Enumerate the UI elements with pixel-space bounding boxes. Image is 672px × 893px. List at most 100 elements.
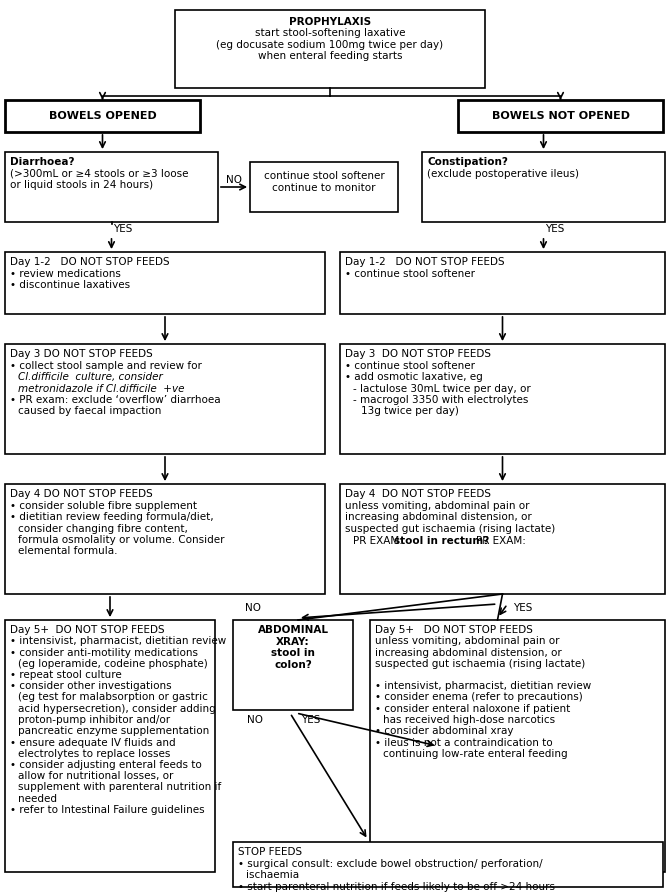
Text: Constipation?: Constipation? [427,157,508,167]
Text: caused by faecal impaction: caused by faecal impaction [18,406,161,416]
Text: (eg docusate sodium 100mg twice per day): (eg docusate sodium 100mg twice per day) [216,39,444,49]
Bar [340,484,665,594]
Text: Day 3  DO NOT STOP FEEDS: Day 3 DO NOT STOP FEEDS [345,349,491,359]
Text: proton-pump inhibitor and/or: proton-pump inhibitor and/or [18,715,170,725]
Text: • consider soluble fibre supplement: • consider soluble fibre supplement [10,501,197,511]
Text: • consider enteral naloxone if patient: • consider enteral naloxone if patient [375,704,571,714]
Text: NO: NO [247,715,263,725]
Text: • add osmotic laxative, eg: • add osmotic laxative, eg [345,372,482,382]
Text: consider changing fibre content,: consider changing fibre content, [18,523,188,533]
Text: Day 5+  DO NOT STOP FEEDS: Day 5+ DO NOT STOP FEEDS [10,625,165,635]
Bar [5,152,218,222]
Bar [5,620,215,872]
Text: Day 1-2   DO NOT STOP FEEDS: Day 1-2 DO NOT STOP FEEDS [10,257,169,267]
Bar [233,842,663,887]
Bar [5,252,325,314]
Text: XRAY:: XRAY: [276,637,310,647]
Text: Day 5+   DO NOT STOP FEEDS: Day 5+ DO NOT STOP FEEDS [375,625,533,635]
Text: • consider anti-motility medications: • consider anti-motility medications [10,647,198,657]
Text: allow for nutritional losses, or: allow for nutritional losses, or [18,772,173,781]
Text: colon?: colon? [274,660,312,670]
Text: stool in: stool in [271,648,315,658]
Text: PR EXAM:: PR EXAM: [353,536,406,546]
Text: • repeat stool culture: • repeat stool culture [10,670,122,680]
Text: PR EXAM:: PR EXAM: [476,536,529,546]
Text: continue to monitor: continue to monitor [272,183,376,193]
Text: (eg test for malabsorption or gastric: (eg test for malabsorption or gastric [18,692,208,703]
Text: start stool-softening laxative: start stool-softening laxative [255,29,405,38]
Bar [370,620,665,872]
Bar [340,344,665,454]
Text: ischaemia: ischaemia [246,871,299,880]
Text: • consider other investigations: • consider other investigations [10,681,171,691]
Text: formula osmolality or volume. Consider: formula osmolality or volume. Consider [18,535,224,545]
Text: 13g twice per day): 13g twice per day) [361,406,459,416]
Text: - macrogol 3350 with electrolytes: - macrogol 3350 with electrolytes [353,395,528,405]
Text: NO: NO [245,603,261,613]
Text: - lactulose 30mL twice per day, or: - lactulose 30mL twice per day, or [353,383,531,394]
Text: YES: YES [114,224,133,234]
Text: • ensure adequate IV fluids and: • ensure adequate IV fluids and [10,738,175,747]
Bar [5,344,325,454]
Text: continue stool softener: continue stool softener [263,171,384,180]
Text: • intensivist, pharmacist, dietitian review: • intensivist, pharmacist, dietitian rev… [375,681,591,691]
Text: ABDOMINAL: ABDOMINAL [257,625,329,635]
Text: Day 4  DO NOT STOP FEEDS: Day 4 DO NOT STOP FEEDS [345,489,491,499]
Text: when enteral feeding starts: when enteral feeding starts [258,51,403,61]
Text: or liquid stools in 24 hours): or liquid stools in 24 hours) [10,180,153,190]
Text: Day 4 DO NOT STOP FEEDS: Day 4 DO NOT STOP FEEDS [10,489,153,499]
Text: electrolytes to replace losses: electrolytes to replace losses [18,748,171,759]
Bar [5,100,200,132]
Text: • surgical consult: exclude bowel obstruction/ perforation/: • surgical consult: exclude bowel obstru… [238,859,542,869]
Bar [233,620,353,710]
Text: • continue stool softener: • continue stool softener [345,269,475,279]
Text: (eg loperamide, codeine phosphate): (eg loperamide, codeine phosphate) [18,659,208,669]
Text: • ileus is not a contraindication to: • ileus is not a contraindication to [375,738,552,747]
Bar [340,252,665,314]
Text: YES: YES [513,603,532,613]
Text: suspected gut ischaemia (rising lactate): suspected gut ischaemia (rising lactate) [375,659,585,669]
Bar [5,484,325,594]
Text: • intensivist, pharmacist, dietitian review: • intensivist, pharmacist, dietitian rev… [10,636,226,647]
Text: Cl.difficile  culture, consider: Cl.difficile culture, consider [18,372,163,382]
Bar [175,10,485,88]
Text: • continue stool softener: • continue stool softener [345,361,475,371]
Text: PROPHYLAXIS: PROPHYLAXIS [289,17,371,27]
Text: • consider abdominal xray: • consider abdominal xray [375,726,513,736]
Text: • discontinue laxatives: • discontinue laxatives [10,280,130,290]
Text: BOWELS NOT OPENED: BOWELS NOT OPENED [491,111,630,121]
Text: NO: NO [226,175,242,185]
Text: stool in rectum?: stool in rectum? [394,536,489,546]
Text: • review medications: • review medications [10,269,121,279]
Text: pancreatic enzyme supplementation: pancreatic enzyme supplementation [18,726,209,736]
Text: elemental formula.: elemental formula. [18,546,118,556]
Bar [422,152,665,222]
Text: (exclude postoperative ileus): (exclude postoperative ileus) [427,169,579,179]
Text: STOP FEEDS: STOP FEEDS [238,847,302,857]
Text: • consider enema (refer to precautions): • consider enema (refer to precautions) [375,692,583,703]
Text: • dietitian review feeding formula/diet,: • dietitian review feeding formula/diet, [10,513,214,522]
Text: increasing abdominal distension, or: increasing abdominal distension, or [375,647,562,657]
Text: continuing low-rate enteral feeding: continuing low-rate enteral feeding [383,748,568,759]
Text: • consider adjusting enteral feeds to: • consider adjusting enteral feeds to [10,760,202,770]
Text: YES: YES [301,715,321,725]
Text: supplement with parenteral nutrition if: supplement with parenteral nutrition if [18,782,221,792]
Text: unless vomiting, abdominal pain or: unless vomiting, abdominal pain or [375,636,560,647]
Text: • start parenteral nutrition if feeds likely to be off >24 hours: • start parenteral nutrition if feeds li… [238,881,555,891]
Text: Day 3 DO NOT STOP FEEDS: Day 3 DO NOT STOP FEEDS [10,349,153,359]
Text: has received high-dose narcotics: has received high-dose narcotics [383,715,555,725]
Text: increasing abdominal distension, or: increasing abdominal distension, or [345,513,532,522]
Text: acid hypersecretion), consider adding: acid hypersecretion), consider adding [18,704,216,714]
Text: • refer to Intestinal Failure guidelines: • refer to Intestinal Failure guidelines [10,805,205,815]
Text: (>300mL or ≥4 stools or ≥3 loose: (>300mL or ≥4 stools or ≥3 loose [10,169,189,179]
Text: Diarrhoea?: Diarrhoea? [10,157,75,167]
Text: Day 1-2   DO NOT STOP FEEDS: Day 1-2 DO NOT STOP FEEDS [345,257,505,267]
Bar [458,100,663,132]
Bar [250,162,398,212]
Text: • PR exam: exclude ‘overflow’ diarrhoea: • PR exam: exclude ‘overflow’ diarrhoea [10,395,220,405]
Text: suspected gut ischaemia (rising lactate): suspected gut ischaemia (rising lactate) [345,523,555,533]
Text: BOWELS OPENED: BOWELS OPENED [48,111,157,121]
Text: metronidazole if Cl.difficile  +ve: metronidazole if Cl.difficile +ve [18,383,185,394]
Text: • collect stool sample and review for: • collect stool sample and review for [10,361,202,371]
Text: unless vomiting, abdominal pain or: unless vomiting, abdominal pain or [345,501,530,511]
